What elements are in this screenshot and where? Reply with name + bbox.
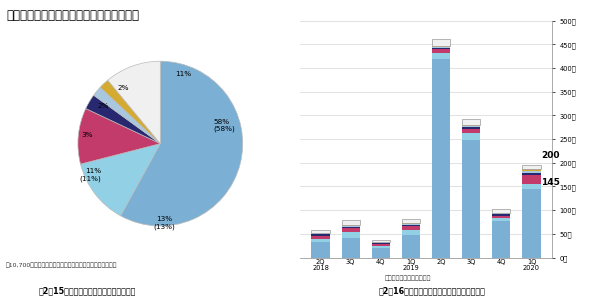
Text: 145: 145 [541, 178, 560, 187]
Bar [462, 133, 480, 140]
Bar [432, 46, 450, 47]
Bar [523, 171, 541, 173]
Bar [311, 242, 329, 258]
Bar [402, 226, 420, 230]
Wedge shape [78, 109, 160, 164]
Text: 図2－16．四半期ごとの脆弱性の種類別届出件: 図2－16．四半期ごとの脆弱性の種類別届出件 [379, 286, 485, 295]
Wedge shape [80, 144, 160, 216]
Bar [372, 242, 390, 243]
Bar [462, 127, 480, 129]
Bar [311, 236, 329, 239]
Bar [311, 234, 329, 236]
Text: （過去２年間の届出内訳）: （過去２年間の届出内訳） [385, 275, 431, 281]
Bar [402, 235, 420, 258]
Bar [341, 225, 359, 226]
Bar [402, 225, 420, 226]
Bar [311, 239, 329, 242]
Bar [523, 169, 541, 171]
Bar [523, 173, 541, 175]
Bar [493, 213, 511, 214]
Text: ウェブサイトの脆弱性の種類別の届出状況: ウェブサイトの脆弱性の種類別の届出状況 [6, 9, 139, 22]
Bar [372, 246, 390, 248]
Bar [341, 228, 359, 232]
Bar [402, 219, 420, 223]
Bar [432, 49, 450, 53]
Bar [493, 216, 511, 218]
Bar [341, 232, 359, 238]
Bar [341, 220, 359, 225]
Wedge shape [121, 61, 242, 226]
Bar [402, 230, 420, 235]
Text: 13%
(13%): 13% (13%) [154, 216, 175, 230]
Text: 58%
(58%): 58% (58%) [214, 119, 236, 132]
Wedge shape [86, 95, 160, 144]
Bar [432, 47, 450, 48]
Wedge shape [94, 87, 160, 144]
Bar [341, 227, 359, 228]
Text: 11%: 11% [175, 70, 191, 77]
Bar [372, 240, 390, 242]
Bar [462, 125, 480, 126]
Text: 3%: 3% [81, 132, 93, 139]
Bar [523, 165, 541, 169]
Bar [341, 238, 359, 258]
Bar [523, 184, 541, 189]
Bar [493, 218, 511, 221]
Text: 200: 200 [541, 152, 560, 160]
Bar [341, 226, 359, 227]
Bar [523, 175, 541, 184]
Text: 2%: 2% [98, 103, 109, 109]
Text: （10,700件の内訳、グラフの括弧内は前四半期までの数字）: （10,700件の内訳、グラフの括弧内は前四半期までの数字） [6, 262, 118, 268]
Bar [432, 48, 450, 49]
Text: 11%
(11%): 11% (11%) [79, 168, 101, 182]
Bar [523, 189, 541, 258]
Wedge shape [108, 61, 160, 144]
Bar [372, 244, 390, 246]
Bar [372, 248, 390, 258]
Bar [402, 224, 420, 225]
Bar [462, 140, 480, 258]
Bar [462, 119, 480, 125]
Bar [462, 129, 480, 133]
Bar [432, 53, 450, 59]
Wedge shape [100, 80, 160, 144]
Text: 図2－15．届出累計の脆弱性の種類別割合: 図2－15．届出累計の脆弱性の種類別割合 [38, 286, 136, 295]
Bar [493, 214, 511, 216]
Bar [311, 233, 329, 234]
Bar [311, 230, 329, 233]
Bar [493, 209, 511, 213]
Text: 2%: 2% [118, 85, 129, 91]
Bar [372, 243, 390, 244]
Bar [432, 59, 450, 258]
Bar [432, 39, 450, 46]
Bar [493, 221, 511, 258]
Bar [402, 223, 420, 224]
Bar [462, 126, 480, 127]
